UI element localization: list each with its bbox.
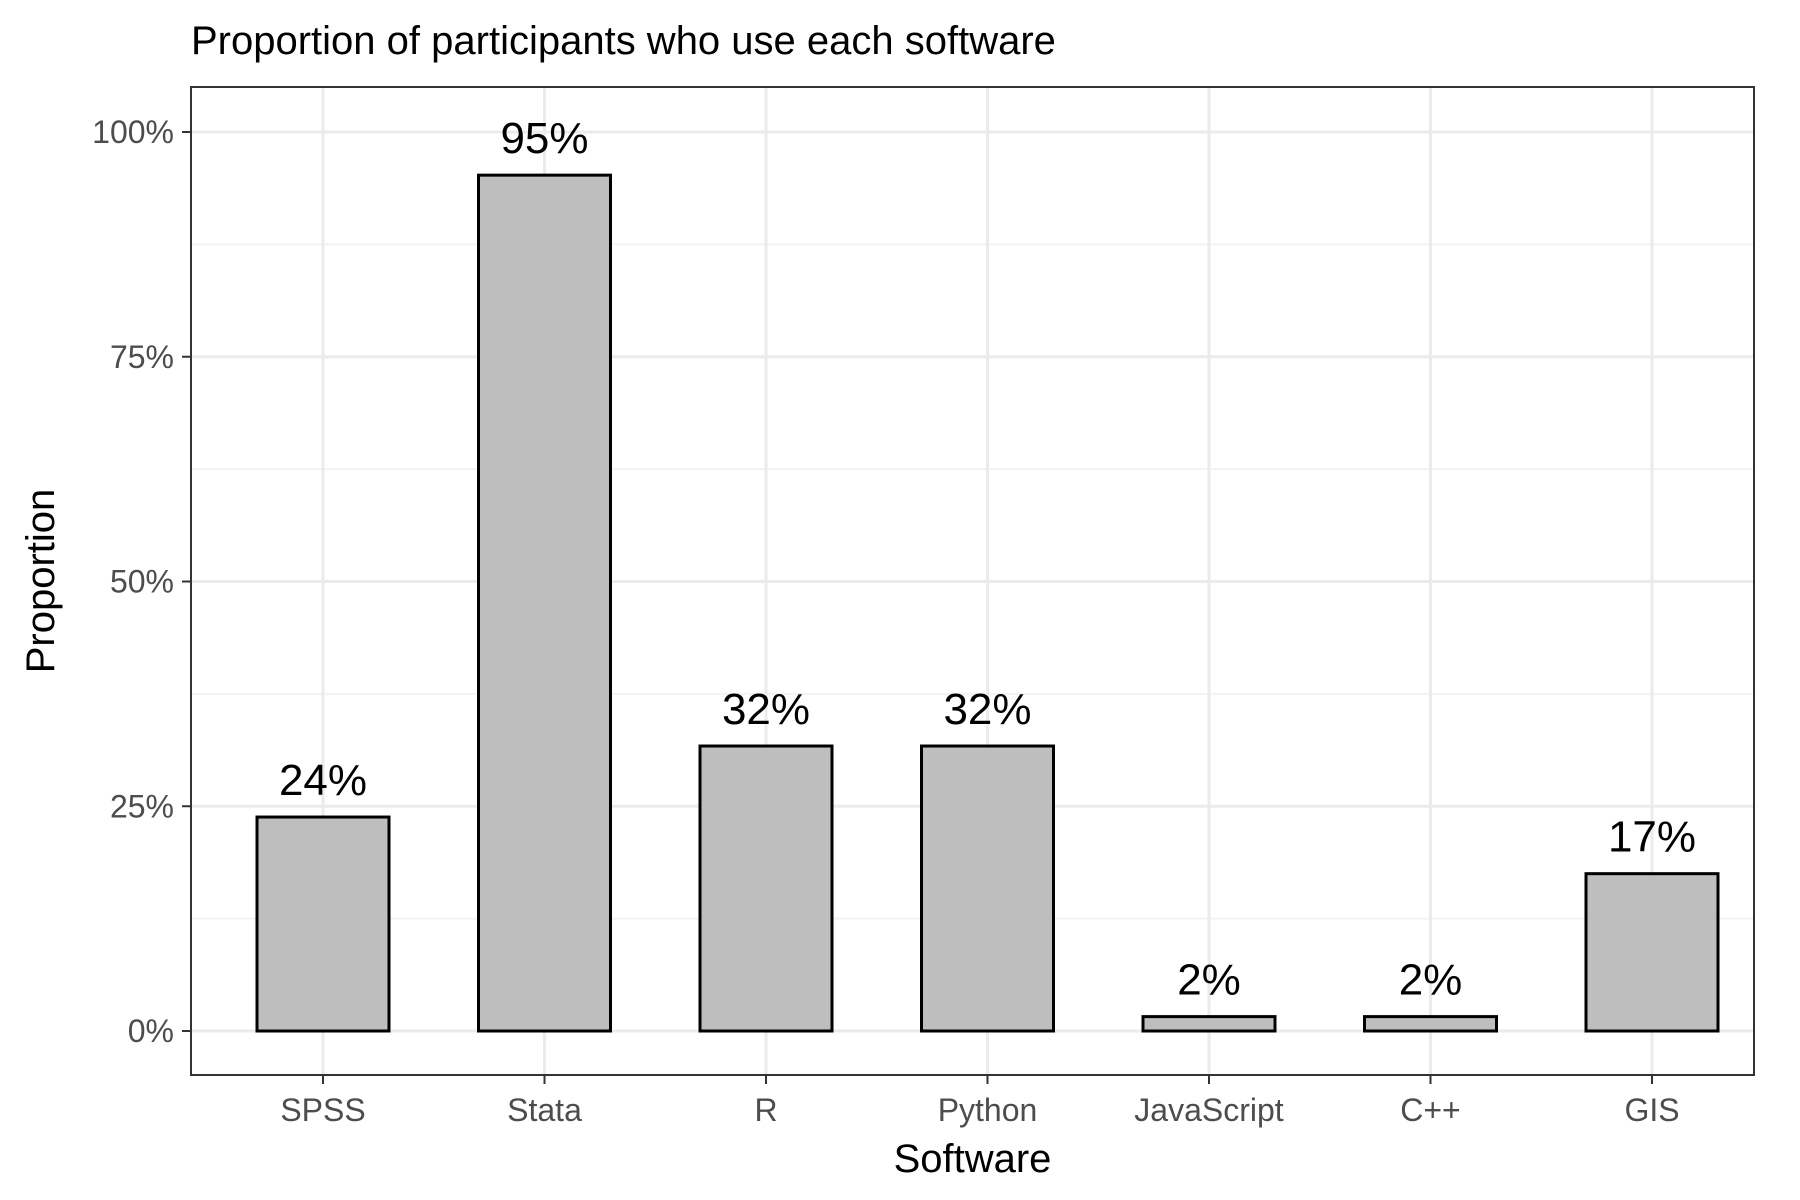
x-tick-label: Stata <box>507 1092 582 1128</box>
bar-spss <box>255 815 391 1033</box>
y-tick-label: 75% <box>110 339 174 375</box>
data-label: 32% <box>943 685 1031 734</box>
y-axis-title: Proportion <box>19 489 63 674</box>
data-label: 2% <box>1399 956 1463 1005</box>
y-tick-label: 100% <box>92 114 174 150</box>
data-label: 32% <box>722 685 810 734</box>
x-axis-title: Software <box>894 1137 1052 1181</box>
y-tick-label: 50% <box>110 564 174 600</box>
x-tick-label: SPSS <box>280 1092 365 1128</box>
bar-python <box>920 744 1055 1033</box>
data-label: 24% <box>279 756 367 805</box>
x-tick-label: GIS <box>1624 1092 1679 1128</box>
y-tick-label: 25% <box>110 788 174 824</box>
x-axis: SPSS Stata R Python JavaScript C++ GIS <box>280 1075 1680 1128</box>
bar-gis <box>1584 872 1720 1033</box>
data-label: 95% <box>500 114 588 163</box>
chart-title: Proportion of participants who use each … <box>191 19 1056 63</box>
bar-r <box>698 744 834 1033</box>
bar-c- <box>1363 1015 1498 1033</box>
bars <box>255 173 1720 1033</box>
x-tick-label: R <box>754 1092 777 1128</box>
bar-stata <box>477 173 612 1033</box>
y-axis: 0% 25% 50% 75% 100% <box>92 114 191 1049</box>
bar-javascript <box>1141 1015 1277 1033</box>
y-tick-label: 0% <box>128 1013 174 1049</box>
data-label: 17% <box>1608 813 1696 862</box>
data-labels: 24% 95% 32% 32% 2% 2% 17% <box>279 114 1696 1004</box>
x-tick-label: JavaScript <box>1134 1092 1284 1128</box>
x-tick-label: C++ <box>1400 1092 1460 1128</box>
data-label: 2% <box>1177 956 1241 1005</box>
x-tick-label: Python <box>938 1092 1038 1128</box>
